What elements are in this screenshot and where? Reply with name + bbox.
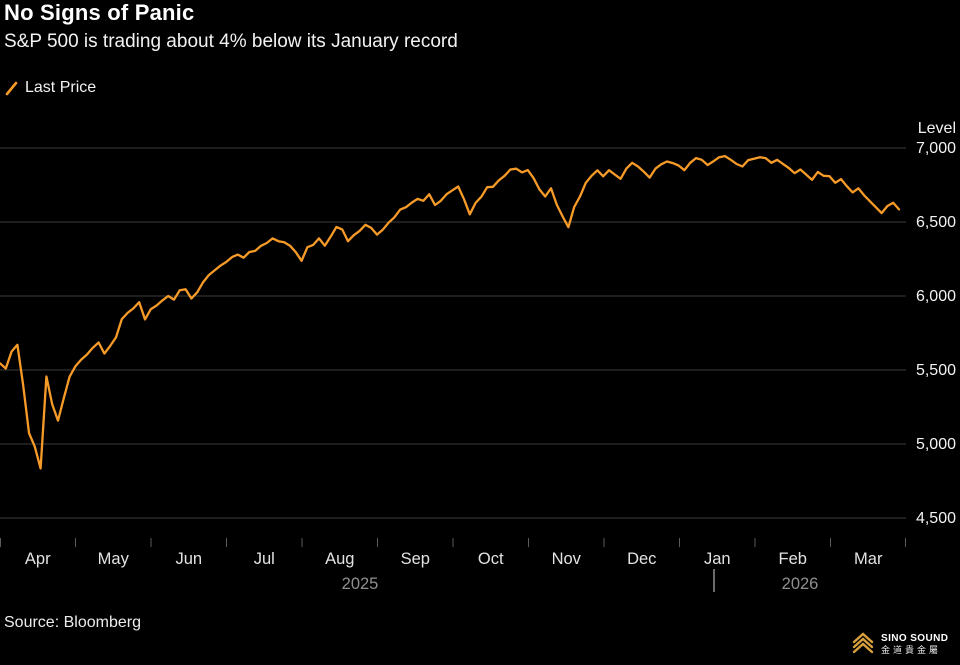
y-tick-label: 5,000 bbox=[916, 436, 956, 453]
legend: Last Price bbox=[5, 79, 96, 97]
sino-sound-logo-text: SINO SOUND 金道貴金屬 bbox=[881, 633, 948, 656]
y-axis-title: Level bbox=[918, 120, 956, 137]
x-year-label: 2026 bbox=[782, 575, 819, 593]
x-month-label: Jun bbox=[175, 550, 202, 568]
x-month-label: Mar bbox=[854, 550, 883, 568]
x-year-label: 2025 bbox=[342, 575, 379, 593]
y-tick-label: 5,500 bbox=[916, 362, 956, 379]
y-tick-label: 6,500 bbox=[916, 214, 956, 231]
legend-line-icon bbox=[5, 81, 18, 95]
x-month-label: Dec bbox=[627, 550, 656, 568]
last-price-line bbox=[0, 154, 901, 470]
x-month-label: Sep bbox=[401, 550, 430, 568]
x-month-label: Jul bbox=[254, 550, 275, 568]
sino-sound-logo: SINO SOUND 金道貴金屬 bbox=[848, 625, 958, 663]
chart-subtitle: S&P 500 is trading about 4% below its Ja… bbox=[4, 31, 458, 52]
logo-brand-chinese: 金道貴金屬 bbox=[881, 644, 942, 655]
x-month-label: Jan bbox=[704, 550, 731, 568]
x-month-label: Feb bbox=[779, 550, 807, 568]
x-month-label: May bbox=[98, 550, 130, 568]
chart-title: No Signs of Panic bbox=[4, 0, 195, 25]
y-tick-label: 4,500 bbox=[916, 510, 956, 527]
x-month-label: Aug bbox=[325, 550, 354, 568]
x-month-label: Apr bbox=[25, 550, 51, 568]
x-month-label: Oct bbox=[478, 550, 504, 568]
price-line-chart: 7,000 6,500 6,000 5,500 5,000 4,500 Level Apr Ma… bbox=[0, 120, 956, 593]
x-month-label: Nov bbox=[552, 550, 582, 568]
source-note: Source: Bloomberg bbox=[4, 614, 141, 631]
y-tick-label: 6,000 bbox=[916, 288, 956, 305]
y-tick-label: 7,000 bbox=[916, 140, 956, 157]
sino-sound-diamond-icon bbox=[852, 632, 874, 654]
legend-label: Last Price bbox=[25, 79, 97, 96]
logo-brand-name: SINO SOUND bbox=[881, 632, 949, 644]
